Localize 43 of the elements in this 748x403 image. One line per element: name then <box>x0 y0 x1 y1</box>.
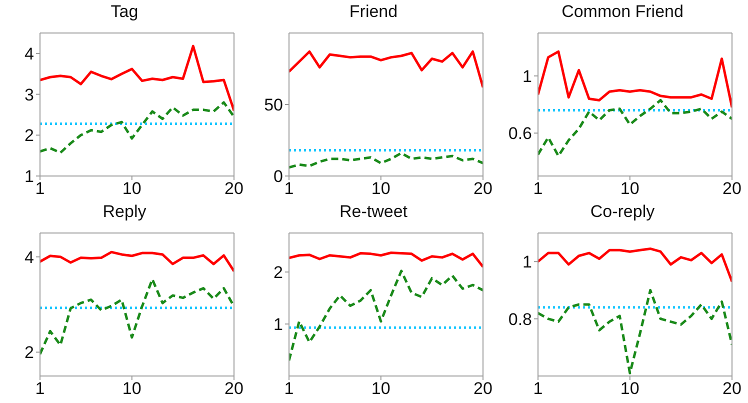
chart-title: Friend <box>348 1 399 23</box>
y-tick-label: 2 <box>24 343 34 362</box>
x-tick-label: 10 <box>371 179 390 198</box>
y-tick-label: 2 <box>274 263 283 282</box>
x-tick-label: 20 <box>722 379 742 398</box>
x-tick-label: 20 <box>722 179 742 198</box>
chart-title: Re-tweet <box>338 201 409 223</box>
line-series <box>40 250 234 272</box>
x-tick-label: 20 <box>474 179 492 198</box>
line-series <box>289 252 483 268</box>
line-series <box>40 278 234 356</box>
line-series <box>40 44 234 112</box>
line-series <box>538 50 732 109</box>
x-tick-label: 20 <box>224 179 244 198</box>
y-tick-label: 2 <box>24 126 34 146</box>
chart-title: Co-reply <box>589 201 656 223</box>
line-series <box>40 101 234 154</box>
y-tick-label: 4 <box>24 44 34 64</box>
x-tick-label: 10 <box>620 379 640 398</box>
x-tick-label: 10 <box>122 379 142 398</box>
line-series <box>289 50 483 89</box>
x-tick-label: 10 <box>371 379 390 398</box>
x-tick-label: 20 <box>224 379 244 398</box>
x-tick-label: 10 <box>620 179 640 198</box>
chart-title: Tag <box>110 1 140 23</box>
x-tick-label: 10 <box>122 179 142 198</box>
y-tick-label: 0.6 <box>508 124 532 144</box>
x-tick-label: 20 <box>474 379 492 398</box>
line-series <box>289 152 483 169</box>
y-tick-label: 4 <box>24 248 34 267</box>
line-series <box>538 98 732 158</box>
chart-title: Common Friend <box>560 1 684 23</box>
y-tick-label: 3 <box>24 85 34 104</box>
line-series <box>538 247 732 283</box>
chart-title: Reply <box>102 201 148 223</box>
line-series <box>289 270 483 362</box>
y-tick-label: 1 <box>24 167 34 186</box>
y-tick-label: 0.8 <box>508 310 532 329</box>
y-tick-label: 0 <box>274 167 283 186</box>
y-tick-label: 1 <box>522 252 532 272</box>
y-tick-label: 1 <box>522 66 532 86</box>
y-tick-label: 50 <box>264 96 283 115</box>
y-tick-label: 1 <box>274 315 283 334</box>
